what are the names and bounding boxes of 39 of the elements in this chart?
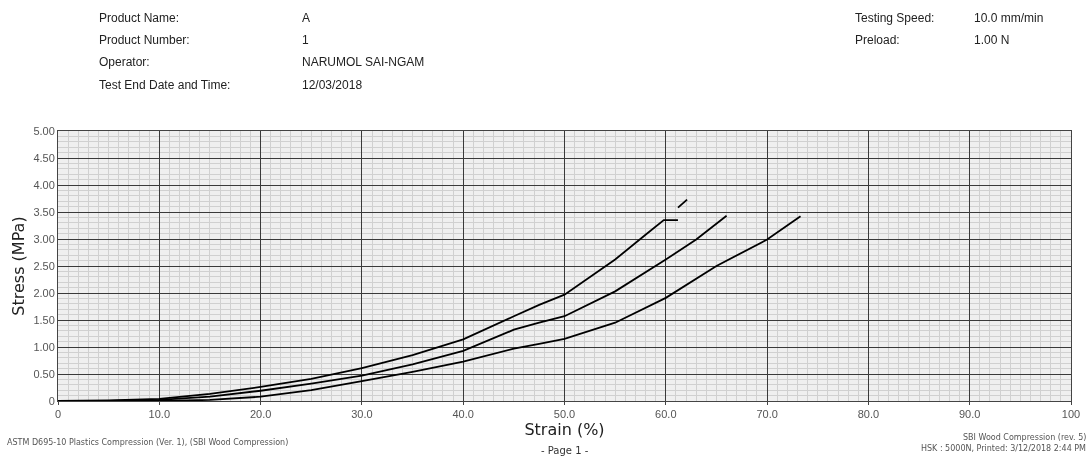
x-tick-label: 80.0 [857, 408, 880, 421]
y-tick-label: 4.00 [33, 178, 55, 191]
text: Product Number: [99, 33, 190, 47]
x-tick-label: 10.0 [148, 408, 171, 421]
x-tick-label: 100 [1061, 408, 1081, 421]
x-tick-label: 20.0 [249, 408, 272, 421]
text: NARUMOL SAI-NGAM [302, 55, 425, 69]
x-tick-label: 40.0 [452, 408, 474, 421]
x-tick-label: 70.0 [756, 408, 778, 421]
y-tick-label: 3.00 [33, 232, 55, 245]
text: Testing Speed: [855, 11, 935, 25]
text: HSK : 5000N, Printed: 3/12/2018 2:44 PM [921, 444, 1087, 453]
text: 1.00 N [974, 33, 1010, 47]
y-tick-label: 0 [48, 394, 55, 407]
text: Operator: [99, 55, 150, 69]
text: 10.0 mm/min [974, 11, 1044, 25]
text: Preload: [855, 33, 900, 47]
x-axis-title: Strain (%) [524, 420, 605, 440]
x-tick-label: 30.0 [351, 408, 373, 421]
y-tick-label: 0.50 [33, 367, 55, 380]
y-tick-label: 4.50 [33, 151, 55, 164]
y-tick-label: 2.00 [33, 286, 55, 299]
x-tick-label: 50.0 [553, 408, 576, 421]
y-tick-label: 5.00 [33, 124, 55, 137]
text: SBI Wood Compression (rev. 5) [963, 433, 1087, 442]
text: 1 [302, 33, 309, 47]
y-tick-label: 1.50 [33, 313, 55, 326]
y-tick-label: 2.50 [33, 259, 55, 272]
text: ASTM D695-10 Plastics Compression (Ver. 1), (SBI Wood Compression) [7, 438, 289, 447]
text: Test End Date and Time: [99, 78, 231, 92]
text: - Page 1 - [541, 445, 589, 456]
y-tick-label: 1.00 [33, 340, 55, 353]
x-tick-label: 60.0 [655, 408, 677, 421]
y-tick-label: 3.50 [33, 205, 55, 218]
text: 12/03/2018 [302, 78, 363, 92]
text: Product Name: [99, 11, 180, 25]
text: A [302, 11, 311, 25]
y-axis-title: Stress (MPa) [9, 216, 29, 316]
x-tick-label: 90.0 [958, 408, 981, 421]
